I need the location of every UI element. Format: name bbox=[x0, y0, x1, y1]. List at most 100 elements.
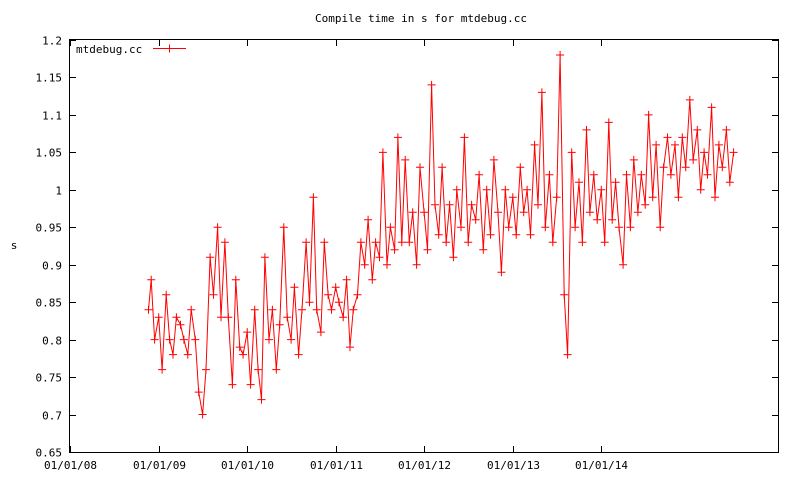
data-point bbox=[567, 148, 576, 157]
data-point bbox=[397, 238, 406, 247]
series-line bbox=[148, 54, 735, 415]
data-point bbox=[217, 313, 225, 322]
data-point bbox=[287, 335, 296, 344]
data-point bbox=[250, 305, 259, 314]
data-point bbox=[353, 290, 362, 299]
data-point bbox=[239, 350, 248, 359]
data-point bbox=[364, 215, 373, 224]
x-tick-label: 01/01/10 bbox=[221, 459, 274, 472]
x-tick-label: 01/01/08 bbox=[44, 459, 97, 472]
data-point bbox=[393, 133, 402, 142]
data-point bbox=[316, 328, 325, 337]
data-point bbox=[641, 200, 650, 209]
data-point bbox=[707, 103, 716, 112]
x-axis: 01/01/08 01/01/09 01/01/10 01/01/11 01/01/12… bbox=[44, 40, 628, 472]
data-point bbox=[390, 245, 399, 254]
data-point bbox=[331, 283, 340, 292]
data-point bbox=[556, 51, 565, 59]
data-point bbox=[368, 275, 377, 284]
data-point bbox=[154, 313, 163, 322]
data-point bbox=[504, 223, 513, 232]
data-point bbox=[209, 290, 218, 299]
legend: mtdebug.cc bbox=[76, 43, 186, 56]
data-point bbox=[279, 223, 288, 232]
data-point bbox=[589, 170, 598, 179]
data-point bbox=[457, 223, 465, 232]
data-point bbox=[671, 140, 679, 149]
data-point bbox=[183, 350, 192, 359]
data-point bbox=[619, 260, 628, 269]
x-tick-label: 01/01/13 bbox=[487, 459, 540, 472]
data-point bbox=[265, 335, 273, 344]
data-point bbox=[179, 335, 188, 344]
data-point bbox=[445, 200, 454, 209]
data-point bbox=[537, 88, 546, 97]
data-point bbox=[460, 133, 469, 142]
data-point bbox=[158, 365, 167, 374]
data-point bbox=[696, 185, 705, 194]
data-point bbox=[198, 410, 207, 419]
data-point bbox=[434, 230, 443, 239]
data-point bbox=[541, 223, 550, 232]
y-tick-label: 0.85 bbox=[36, 297, 63, 310]
data-point bbox=[725, 178, 734, 187]
data-point bbox=[714, 140, 723, 149]
data-point bbox=[681, 163, 690, 172]
data-point bbox=[685, 95, 694, 104]
data-point bbox=[309, 193, 318, 202]
data-point bbox=[501, 185, 510, 194]
y-tick-label: 1.2 bbox=[42, 35, 62, 48]
data-point bbox=[508, 193, 517, 202]
data-point bbox=[268, 305, 277, 314]
data-point bbox=[383, 260, 391, 269]
data-point bbox=[191, 335, 200, 344]
data-point bbox=[220, 238, 229, 247]
data-point bbox=[597, 185, 606, 194]
data-point bbox=[526, 230, 535, 239]
data-point bbox=[342, 275, 351, 284]
y-tick-label: 0.9 bbox=[42, 260, 62, 273]
data-point bbox=[678, 133, 687, 142]
data-point bbox=[165, 335, 174, 344]
data-point bbox=[516, 163, 525, 172]
data-point bbox=[327, 305, 336, 314]
data-point bbox=[626, 223, 635, 232]
data-point bbox=[530, 140, 539, 149]
data-point bbox=[427, 80, 436, 89]
data-point bbox=[423, 245, 432, 254]
data-point bbox=[202, 365, 210, 374]
data-point bbox=[339, 313, 348, 322]
data-point bbox=[523, 185, 532, 194]
data-point bbox=[260, 253, 269, 262]
data-point bbox=[486, 230, 495, 239]
data-point bbox=[438, 163, 447, 172]
data-point bbox=[416, 163, 424, 172]
data-point bbox=[489, 155, 498, 164]
data-point bbox=[700, 148, 709, 157]
y-tick-label: 0.7 bbox=[42, 410, 62, 423]
data-point bbox=[659, 163, 668, 172]
data-point bbox=[257, 395, 266, 404]
data-point bbox=[375, 253, 384, 262]
data-point bbox=[471, 215, 480, 224]
data-point bbox=[482, 185, 491, 194]
data-point bbox=[703, 170, 712, 179]
data-point bbox=[585, 208, 594, 217]
legend-label: mtdebug.cc bbox=[76, 43, 142, 56]
data-point bbox=[449, 253, 458, 262]
y-tick-label: 1 bbox=[55, 185, 62, 198]
data-point bbox=[408, 208, 417, 217]
data-point bbox=[312, 305, 321, 314]
data-point bbox=[346, 343, 354, 352]
data-point bbox=[622, 170, 631, 179]
data-point bbox=[224, 313, 233, 322]
data-point bbox=[475, 170, 484, 179]
data-point bbox=[633, 208, 642, 217]
data-point bbox=[666, 170, 675, 179]
data-point bbox=[206, 253, 215, 262]
legend-key bbox=[153, 44, 186, 53]
data-point bbox=[431, 200, 439, 209]
y-tick-label: 1.15 bbox=[36, 72, 63, 85]
data-point bbox=[464, 238, 473, 247]
